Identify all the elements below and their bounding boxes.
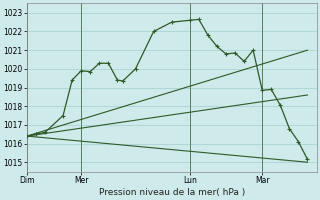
X-axis label: Pression niveau de la mer( hPa ): Pression niveau de la mer( hPa ) <box>99 188 245 197</box>
